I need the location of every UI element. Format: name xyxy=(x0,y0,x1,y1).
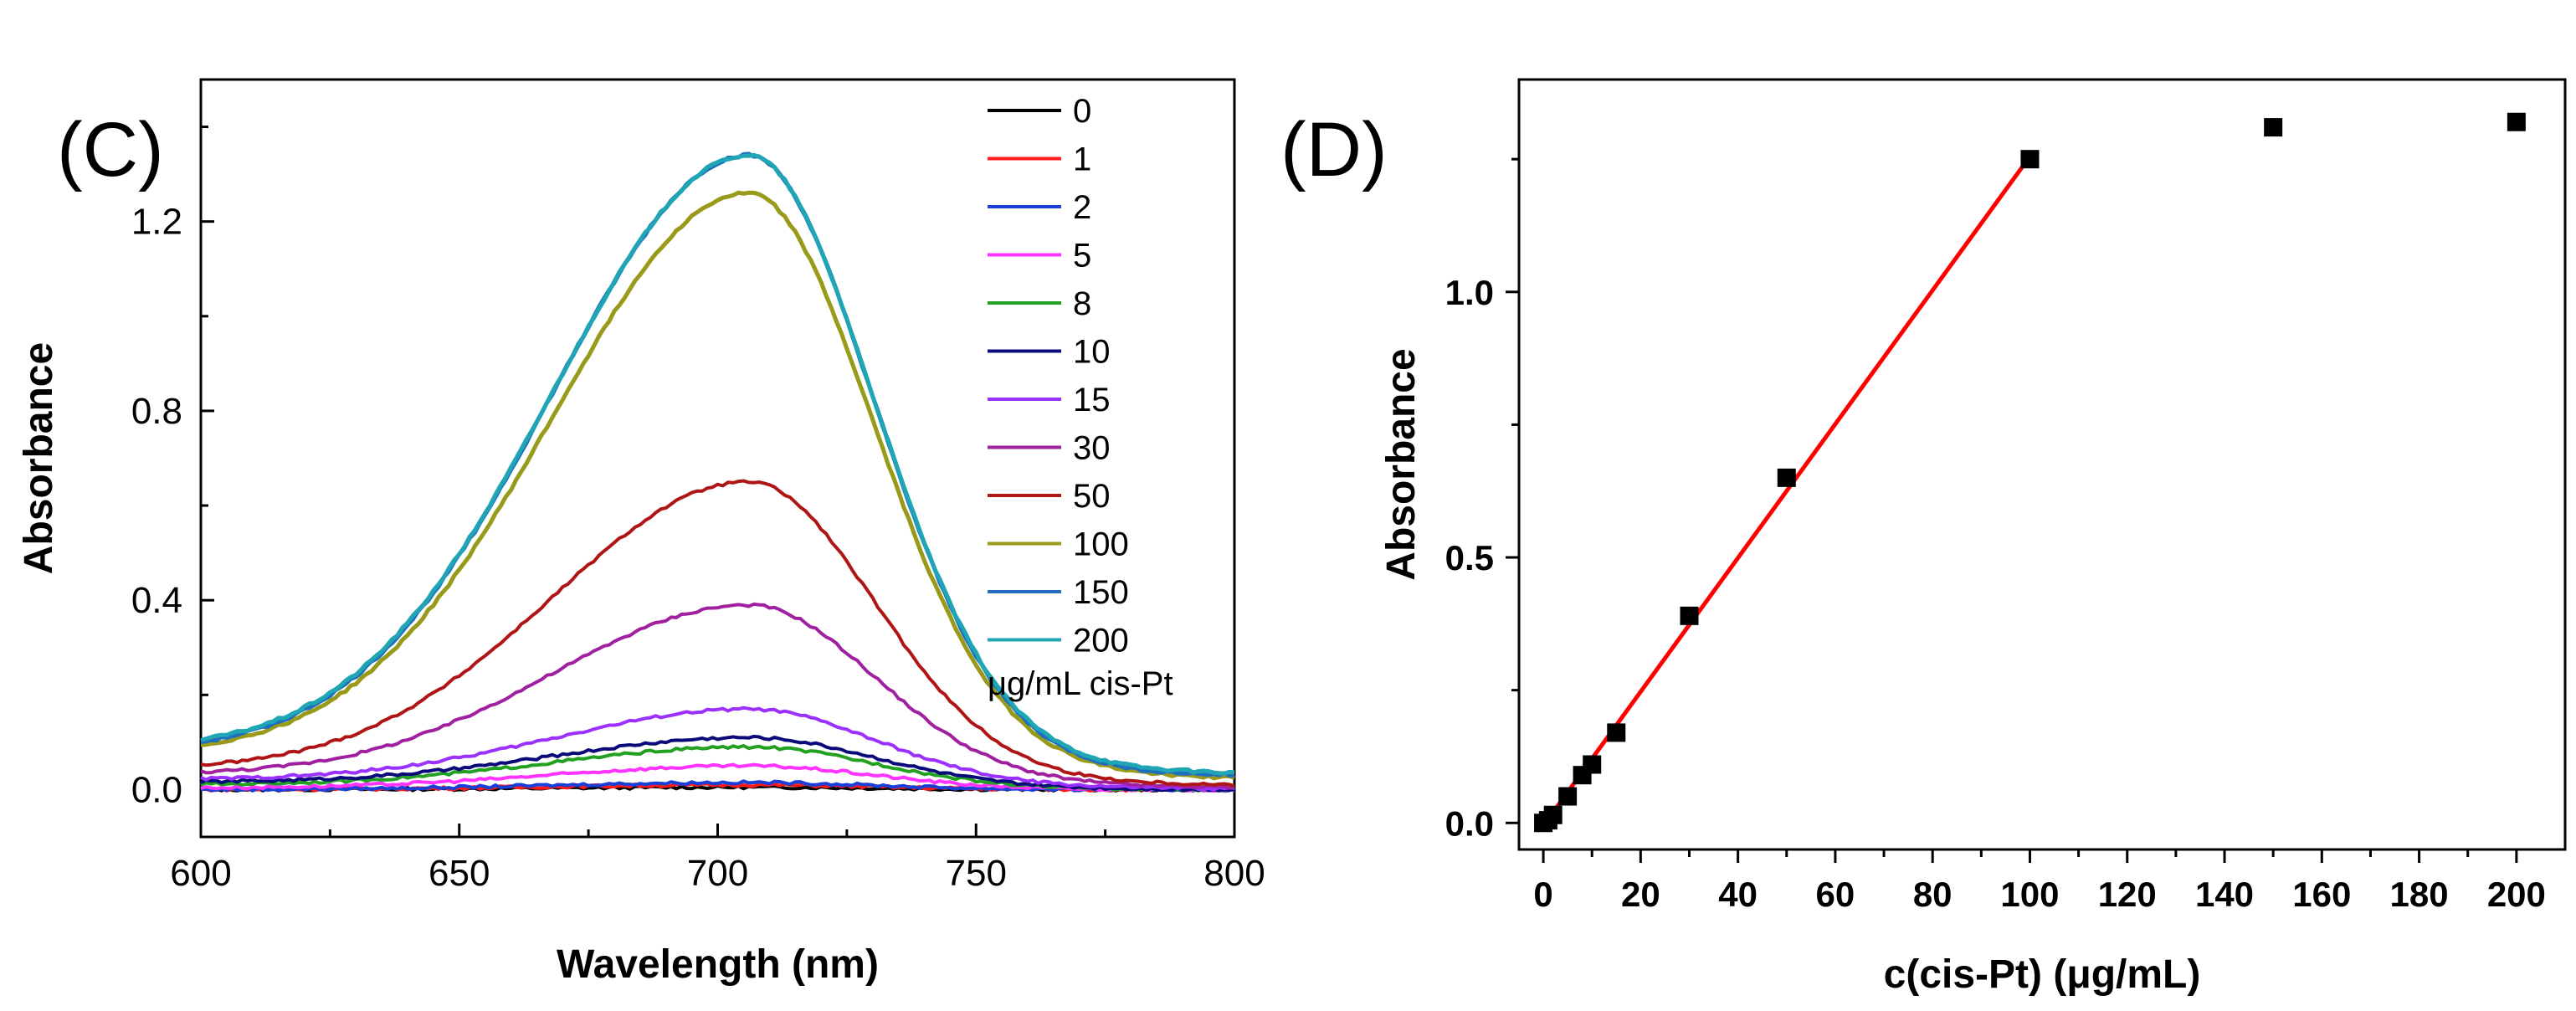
legend-label-30: 30 xyxy=(1073,430,1111,467)
panel-d-y-tick-label: 1.0 xyxy=(1445,273,1494,312)
panel-d-plot-frame xyxy=(1517,78,2567,851)
spectrum-line-30 xyxy=(200,602,1235,790)
panel-c-legend: 0 1 2 5 8 10 15 30 50 100 150 200 xyxy=(988,93,1129,659)
panel-c-x-tick-label: 800 xyxy=(1203,853,1265,894)
panel-d-y-axis-title: Absorbance xyxy=(1379,348,1424,580)
panel-c-x-tick-label: 700 xyxy=(687,853,748,894)
legend-label-100: 100 xyxy=(1073,526,1129,563)
panel-d-x-tick-label: 100 xyxy=(2000,875,2059,914)
panel-label-d: (D) xyxy=(1280,107,1388,192)
data-point-150 xyxy=(2264,118,2283,137)
legend-label-150: 150 xyxy=(1073,574,1129,611)
panel-c-series xyxy=(200,151,1235,793)
data-point-100 xyxy=(2020,150,2040,169)
data-point-10 xyxy=(1583,755,1602,774)
panel-c-x-tick-label: 750 xyxy=(946,853,1007,894)
legend-label-8: 8 xyxy=(1073,285,1091,322)
panel-c-y-tick-label: 1.2 xyxy=(131,202,182,243)
legend-label-5: 5 xyxy=(1073,238,1091,275)
spectrum-line-200 xyxy=(200,152,1235,776)
panel-c-x-tick-label: 650 xyxy=(428,853,490,894)
data-point-200 xyxy=(2507,112,2526,131)
panel-d-y-axis: 0.0 0.5 1.0 xyxy=(1445,157,1519,843)
legend-label-0: 0 xyxy=(1073,93,1091,130)
panel-d-x-tick-label: 120 xyxy=(2098,875,2157,914)
panel-c-x-tick-label: 600 xyxy=(170,853,231,894)
panel-c-y-tick-label: 0.0 xyxy=(131,769,182,810)
data-point-15 xyxy=(1607,723,1626,742)
panel-d-x-tick-label: 160 xyxy=(2292,875,2351,914)
panel-c-absorbance-spectra: (C) 600 650 700 750 800 0.0 0.4 0.8 1.2 0 1 2 5 8 10… xyxy=(17,78,1265,987)
legend-label-1: 1 xyxy=(1073,141,1091,178)
panel-d-x-tick-label: 20 xyxy=(1621,875,1660,914)
panel-c-x-axis-title: Wavelength (nm) xyxy=(557,942,879,987)
legend-label-10: 10 xyxy=(1073,334,1111,371)
spectrum-line-10 xyxy=(200,734,1235,793)
panel-d-x-axis-title: c(cis-Pt) (μg/mL) xyxy=(1884,952,2201,997)
panel-d-x-tick-label: 200 xyxy=(2487,875,2546,914)
panel-d-x-tick-label: 80 xyxy=(1913,875,1953,914)
panel-d-fit-line xyxy=(1542,155,2032,827)
panel-d-calibration-plot: (D) 0 20 40 60 80 100 120 140 160 180 200 0.0 0.5 1.… xyxy=(1280,78,2567,997)
data-point-5 xyxy=(1558,787,1578,806)
linear-fit-line xyxy=(1542,155,2032,827)
panel-d-x-tick-label: 60 xyxy=(1816,875,1855,914)
spectrum-line-50 xyxy=(200,479,1235,788)
panel-c-x-axis: 600 650 700 750 800 xyxy=(170,824,1265,894)
legend-label-200: 200 xyxy=(1073,623,1129,659)
legend-label-50: 50 xyxy=(1073,478,1111,515)
panel-d-y-tick-label: 0.5 xyxy=(1445,538,1494,577)
panel-d-x-tick-label: 40 xyxy=(1718,875,1758,914)
data-point-50 xyxy=(1777,468,1796,487)
panel-c-y-tick-label: 0.8 xyxy=(131,391,182,432)
panel-c-y-axis-title: Absorbance xyxy=(17,342,61,574)
panel-d-x-tick-label: 0 xyxy=(1533,875,1552,914)
panel-d-y-tick-label: 0.0 xyxy=(1445,803,1494,843)
legend-label-15: 15 xyxy=(1073,382,1111,418)
panel-c-y-axis: 0.0 0.4 0.8 1.2 xyxy=(131,126,214,810)
panel-d-x-axis: 0 20 40 60 80 100 120 140 160 180 200 xyxy=(1533,849,2546,914)
data-point-30 xyxy=(1680,606,1699,625)
panel-d-x-tick-label: 180 xyxy=(2390,875,2449,914)
data-point-2 xyxy=(1543,805,1563,824)
panel-d-points xyxy=(1534,112,2526,833)
panel-d-x-tick-label: 140 xyxy=(2195,875,2254,914)
legend-label-2: 2 xyxy=(1073,189,1091,226)
panel-c-legend-title: μg/mL cis-Pt xyxy=(988,665,1173,702)
spectrum-line-100 xyxy=(200,190,1235,781)
spectrum-line-15 xyxy=(200,706,1235,792)
panel-label-c: (C) xyxy=(57,107,164,192)
panel-c-y-tick-label: 0.4 xyxy=(131,580,182,621)
